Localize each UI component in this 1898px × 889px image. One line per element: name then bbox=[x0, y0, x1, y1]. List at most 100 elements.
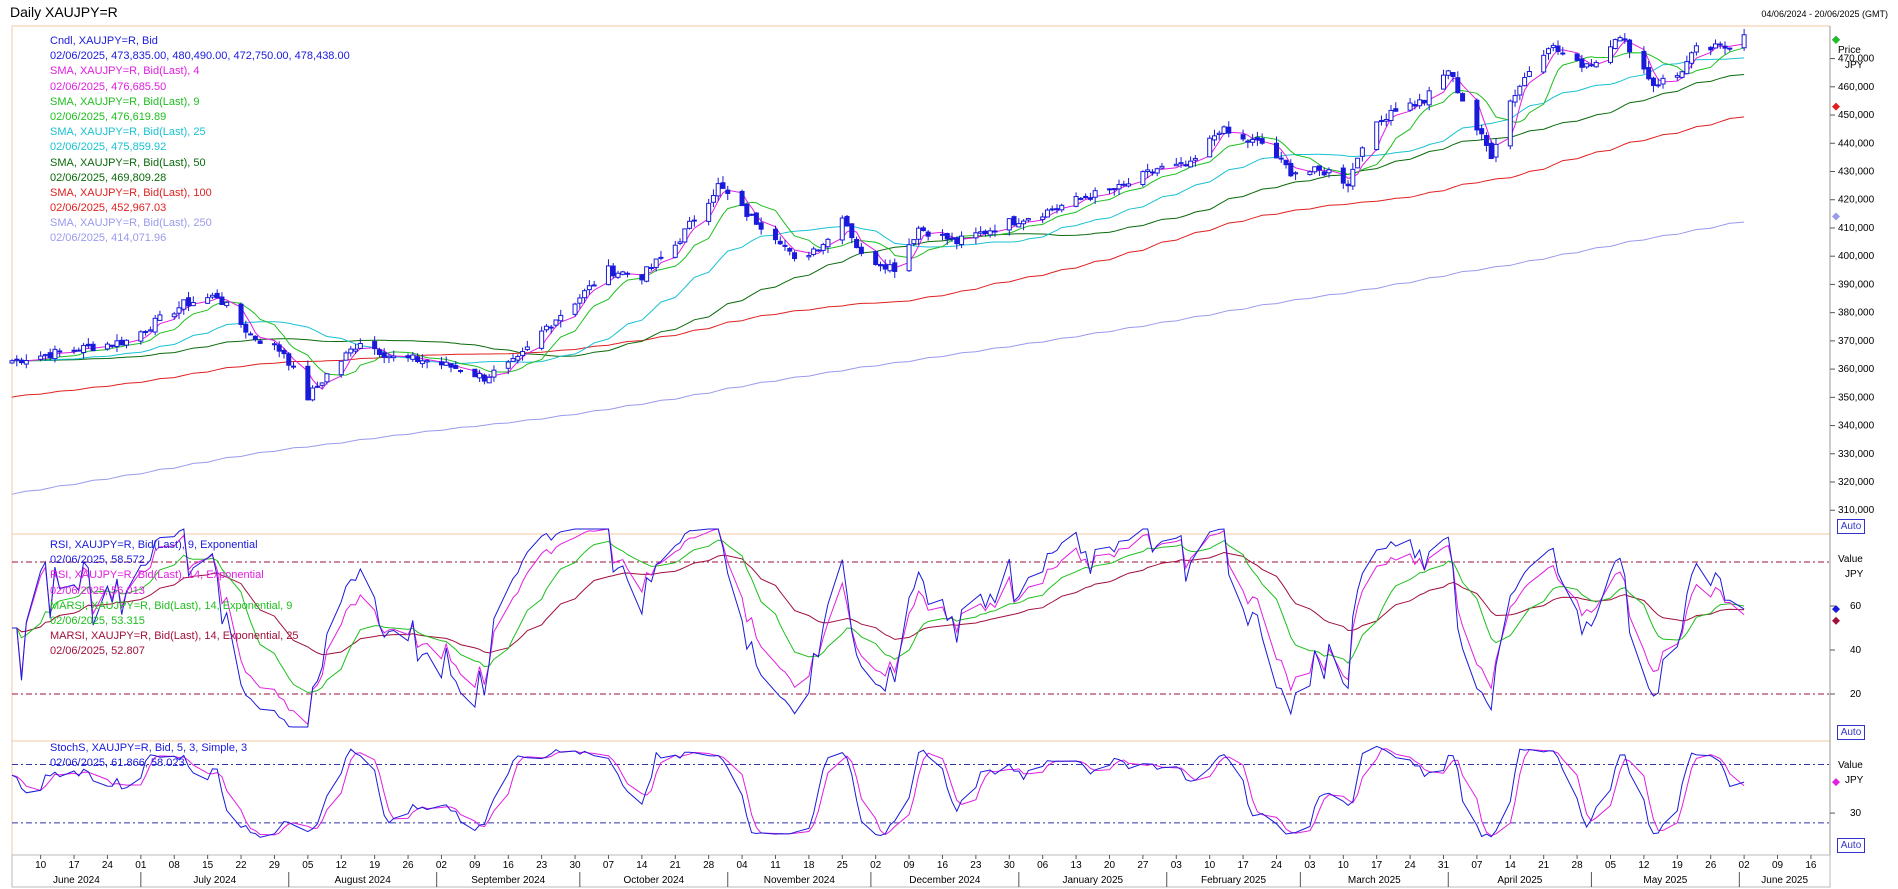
stoch-auto-button[interactable]: Auto bbox=[1837, 838, 1865, 853]
candle bbox=[1245, 139, 1251, 149]
price-tick-label: 460,000 bbox=[1838, 82, 1875, 93]
candle-body bbox=[1712, 43, 1718, 49]
candle bbox=[1207, 135, 1213, 158]
candle bbox=[978, 226, 984, 237]
candle bbox=[1627, 38, 1633, 59]
x-month-label: April 2025 bbox=[1497, 875, 1542, 886]
candle-body bbox=[1245, 140, 1251, 143]
price-legend-line-13: 02/06/2025, 414,071.96 bbox=[50, 232, 167, 245]
x-day-label: 09 bbox=[1772, 860, 1784, 871]
candle bbox=[839, 215, 845, 245]
x-day-label: 02 bbox=[1739, 860, 1751, 871]
candle bbox=[959, 231, 965, 249]
candle bbox=[710, 189, 716, 208]
candle-body bbox=[209, 294, 215, 298]
candle bbox=[291, 361, 297, 370]
x-day-label: 21 bbox=[1538, 860, 1550, 871]
candle bbox=[1545, 47, 1551, 60]
candle bbox=[920, 225, 926, 232]
candle-body bbox=[138, 331, 144, 342]
candle-body bbox=[1259, 138, 1265, 144]
candle bbox=[1054, 204, 1060, 214]
price-tick-label: 360,000 bbox=[1838, 364, 1875, 375]
candle bbox=[906, 238, 912, 272]
price-tick-label: 430,000 bbox=[1838, 166, 1875, 177]
candle-body bbox=[944, 233, 950, 240]
candle-body bbox=[1722, 45, 1728, 49]
candle-body bbox=[171, 313, 177, 318]
price-auto-button[interactable]: Auto bbox=[1837, 519, 1865, 534]
candle bbox=[639, 274, 645, 285]
candle bbox=[42, 353, 48, 361]
candle-body bbox=[1622, 38, 1628, 41]
candle-body bbox=[1226, 126, 1232, 134]
candle-body bbox=[844, 215, 850, 227]
candle-body bbox=[1574, 53, 1580, 61]
candle bbox=[1283, 159, 1289, 169]
candle bbox=[658, 250, 664, 261]
candle bbox=[90, 341, 96, 352]
candle-body bbox=[911, 239, 917, 245]
price-tick-label: 420,000 bbox=[1838, 195, 1875, 206]
candle-body bbox=[720, 182, 726, 189]
candle bbox=[758, 217, 764, 235]
candle bbox=[19, 357, 25, 365]
candle-body bbox=[725, 189, 731, 194]
rsi-plot[interactable] bbox=[12, 528, 1830, 728]
candle-body bbox=[949, 237, 955, 240]
candle bbox=[1073, 192, 1079, 208]
candle-body bbox=[706, 202, 712, 222]
candle bbox=[1192, 155, 1198, 167]
price-tick-label: 390,000 bbox=[1838, 279, 1875, 290]
price-legend-line-12: SMA, XAUJPY=R, Bid(Last), 250 bbox=[50, 217, 212, 230]
candle bbox=[715, 177, 721, 201]
candle bbox=[391, 350, 397, 362]
candle bbox=[1541, 49, 1547, 74]
candle bbox=[248, 331, 254, 336]
candle bbox=[515, 354, 521, 364]
candle bbox=[1326, 167, 1332, 178]
candle-body bbox=[109, 344, 115, 347]
price-tick-label: 450,000 bbox=[1838, 110, 1875, 121]
candle bbox=[276, 341, 282, 358]
x-day-label: 14 bbox=[1505, 860, 1517, 871]
rsi-legend-line-5: 02/06/2025, 53.315 bbox=[50, 614, 145, 627]
candle-body bbox=[1254, 137, 1260, 141]
candle bbox=[186, 291, 192, 312]
stoch-axis-unit: JPY bbox=[1845, 775, 1864, 786]
candle bbox=[381, 348, 387, 364]
candle-body bbox=[1421, 99, 1427, 104]
x-month-label: January 2025 bbox=[1062, 875, 1123, 886]
candle bbox=[324, 373, 330, 385]
candle-body bbox=[1579, 58, 1585, 68]
candle-body bbox=[271, 343, 277, 346]
candle-body bbox=[892, 262, 898, 272]
stoch-legend: StochS, XAUJPY=R, Bid, 5, 3, Simple, 3 02… bbox=[50, 741, 247, 771]
candle bbox=[720, 176, 726, 189]
candle-body bbox=[772, 228, 778, 241]
candle bbox=[605, 259, 611, 286]
candle-body bbox=[1288, 163, 1294, 177]
stoch-plot[interactable] bbox=[11, 745, 1830, 838]
candle-body bbox=[415, 356, 421, 363]
candle-body bbox=[453, 365, 459, 369]
candle bbox=[477, 369, 483, 383]
candle-body bbox=[744, 203, 750, 217]
rsi-auto-button[interactable]: Auto bbox=[1837, 725, 1865, 740]
candle-body bbox=[1116, 184, 1122, 190]
candle-body bbox=[787, 248, 793, 252]
candle bbox=[753, 212, 759, 226]
stoch-axis-marker bbox=[1832, 778, 1840, 787]
price-plot[interactable] bbox=[9, 28, 1747, 495]
candle-body bbox=[548, 326, 554, 329]
candle bbox=[1121, 180, 1127, 187]
candle bbox=[749, 213, 755, 217]
candle bbox=[1588, 59, 1594, 67]
candle-body bbox=[1312, 166, 1318, 173]
candle bbox=[973, 227, 979, 245]
candle bbox=[1708, 46, 1714, 56]
candle-body bbox=[992, 230, 998, 233]
candle bbox=[147, 326, 153, 332]
candle-body bbox=[458, 370, 464, 373]
